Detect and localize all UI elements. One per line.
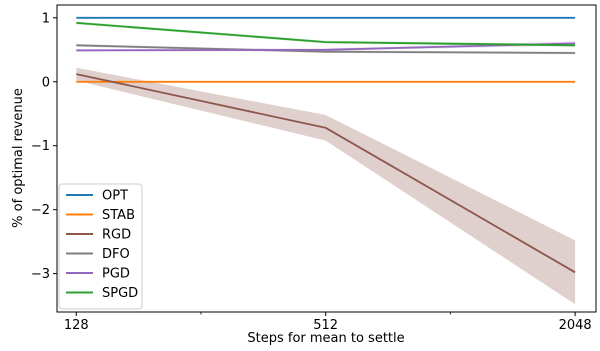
- plot-frame: [56, 4, 597, 313]
- y-tick-label: 0: [42, 75, 50, 90]
- y-tick-label: −2: [31, 203, 50, 218]
- line-rgd: [76, 73, 576, 274]
- line-spgd: [76, 22, 576, 47]
- series-lines: [76, 16, 576, 274]
- y-tick-label: 1: [42, 11, 50, 26]
- x-tick-label: 128: [64, 318, 89, 333]
- x-axis-label: Steps for mean to settle: [247, 331, 404, 346]
- legend-label-dfo: DFO: [102, 247, 130, 262]
- x-tick-label: 2048: [559, 318, 592, 333]
- line-pgd: [76, 42, 576, 52]
- legend: OPT STAB RGD DFO PGD SPGD: [58, 183, 143, 310]
- band-rgd: [76, 67, 576, 305]
- legend-label-opt: OPT: [102, 189, 128, 204]
- y-axis-label: % of optimal revenue: [11, 88, 26, 228]
- y-axis: 1 0 −1 −2 −3: [31, 11, 57, 282]
- y-tick-label: −3: [31, 267, 50, 282]
- legend-label-stab: STAB: [102, 208, 135, 223]
- y-tick-label: −1: [31, 139, 50, 154]
- line-dfo: [76, 44, 576, 54]
- legend-label-rgd: RGD: [102, 228, 131, 243]
- legend-label-pgd: PGD: [102, 267, 130, 282]
- confidence-bands: [76, 21, 576, 305]
- x-axis: 128 512 2048: [64, 312, 592, 333]
- legend-label-spgd: SPGD: [102, 286, 138, 301]
- x-tick-label: 512: [313, 318, 338, 333]
